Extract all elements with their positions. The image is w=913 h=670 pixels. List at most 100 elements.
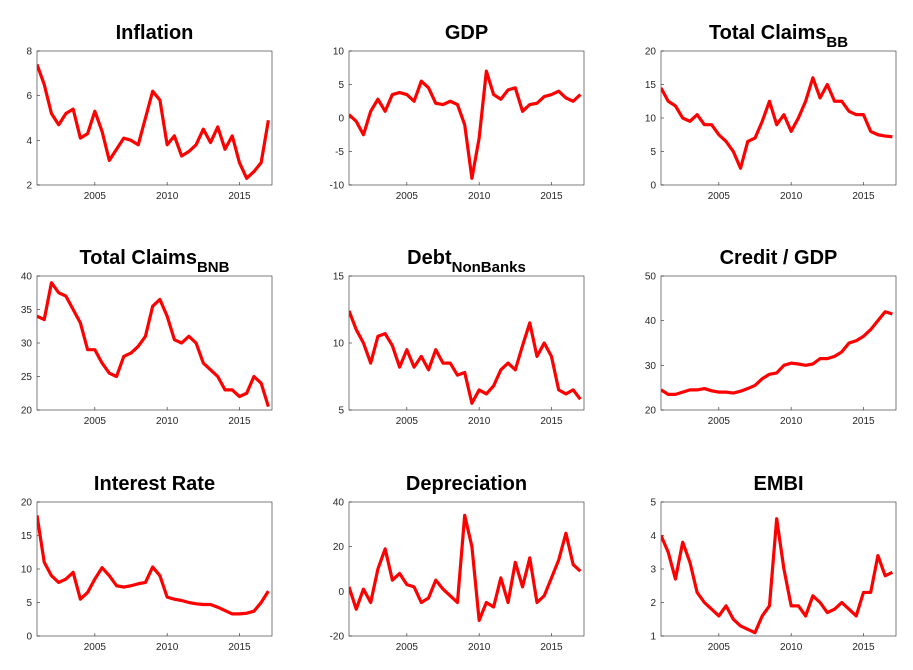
data-line [349, 69, 582, 180]
x-tick-label: 2010 [780, 191, 803, 202]
data-line [661, 310, 893, 396]
y-tick-label: 20 [21, 406, 33, 417]
x-tick-label: 2015 [852, 191, 875, 202]
y-tick-label: 5 [338, 80, 344, 91]
chart-title: Total ClaimsBB [709, 22, 848, 51]
y-tick-label: 5 [650, 498, 656, 509]
y-tick-label: 10 [333, 339, 345, 350]
chart-title: EMBI [754, 473, 804, 495]
data-line [37, 281, 270, 408]
x-tick-label: 2015 [852, 642, 875, 653]
y-tick-label: 5 [26, 598, 32, 609]
x-tick-label: 2005 [708, 642, 731, 653]
axes-box [348, 50, 585, 186]
x-tick-label: 2005 [708, 416, 731, 427]
x-tick-label: 2005 [396, 191, 419, 202]
y-tick-label: 2 [26, 181, 32, 192]
y-tick-label: 40 [645, 316, 657, 327]
axes-box [348, 275, 585, 411]
y-tick-label: 0 [26, 632, 32, 643]
x-tick-label: 2005 [84, 191, 107, 202]
y-tick-label: 15 [645, 80, 657, 91]
title-subscript: NonBanks [452, 259, 526, 276]
x-tick-label: 2015 [228, 191, 251, 202]
y-tick-label: 2 [650, 598, 656, 609]
x-tick-label: 2005 [84, 416, 107, 427]
y-tick-label: 0 [338, 587, 344, 598]
chart-title: DebtNonBanks [407, 247, 526, 276]
title-text: EMBI [754, 473, 804, 495]
chart-title: Inflation [116, 22, 194, 44]
chart-title: Interest Rate [94, 473, 215, 495]
x-tick-label: 2015 [540, 416, 563, 427]
data-line [37, 515, 270, 616]
x-tick-label: 2015 [540, 191, 563, 202]
title-subscript: BB [826, 34, 848, 51]
plot-area [349, 513, 582, 622]
chart-title: GDP [445, 22, 488, 44]
y-tick-label: 20 [333, 542, 345, 553]
y-tick-label: 4 [650, 531, 656, 542]
data-line [349, 310, 582, 405]
y-tick-label: 8 [26, 47, 32, 58]
title-subscript: BNB [197, 259, 230, 276]
plot-area [349, 69, 582, 180]
y-tick-label: 10 [21, 565, 33, 576]
y-tick-label: -5 [335, 147, 344, 158]
axes-box [660, 275, 897, 411]
y-tick-label: 30 [21, 339, 33, 350]
x-tick-label: 2010 [156, 416, 179, 427]
y-tick-label: 50 [645, 272, 657, 283]
title-text: Total Claims [709, 22, 826, 44]
y-tick-label: 15 [21, 531, 33, 542]
x-tick-label: 2010 [156, 191, 179, 202]
x-tick-label: 2015 [540, 642, 563, 653]
y-tick-label: 4 [26, 136, 32, 147]
plot-area [661, 517, 894, 635]
y-tick-label: 1 [650, 632, 656, 643]
y-tick-label: -20 [330, 632, 345, 643]
title-text: Credit / GDP [720, 247, 838, 269]
x-tick-label: 2010 [780, 416, 803, 427]
y-tick-label: 5 [650, 147, 656, 158]
x-tick-label: 2005 [708, 191, 731, 202]
chart-title: Total ClaimsBNB [80, 247, 230, 276]
chart-title: Credit / GDP [720, 247, 838, 269]
y-tick-label: 40 [333, 498, 345, 509]
title-text: Depreciation [406, 473, 527, 495]
data-line [349, 513, 582, 622]
y-tick-label: 35 [21, 305, 33, 316]
plot-area [661, 76, 893, 170]
x-tick-label: 2005 [396, 642, 419, 653]
y-tick-label: 0 [338, 114, 344, 125]
data-line [37, 63, 270, 180]
y-tick-label: 5 [338, 406, 344, 417]
plot-area [661, 310, 893, 396]
x-tick-label: 2015 [228, 642, 251, 653]
title-text: Debt [407, 247, 452, 269]
data-line [661, 76, 893, 170]
x-tick-label: 2010 [780, 642, 803, 653]
y-tick-label: 15 [333, 272, 345, 283]
y-tick-label: 0 [650, 181, 656, 192]
y-tick-label: 20 [645, 406, 657, 417]
title-text: GDP [445, 22, 488, 44]
plot-area [37, 515, 270, 616]
x-tick-label: 2005 [396, 416, 419, 427]
y-tick-label: -10 [330, 181, 345, 192]
x-tick-label: 2010 [468, 642, 491, 653]
x-tick-label: 2005 [84, 642, 107, 653]
y-tick-label: 25 [21, 372, 33, 383]
title-text: Total Claims [80, 247, 197, 269]
y-tick-label: 10 [333, 47, 345, 58]
axes-box [36, 275, 273, 411]
x-tick-label: 2010 [468, 191, 491, 202]
plot-area [37, 281, 270, 408]
chart-title: Depreciation [406, 473, 527, 495]
y-tick-label: 3 [650, 565, 656, 576]
y-tick-label: 10 [645, 114, 657, 125]
title-text: Interest Rate [94, 473, 215, 495]
y-tick-label: 40 [21, 272, 33, 283]
y-tick-label: 6 [26, 91, 32, 102]
